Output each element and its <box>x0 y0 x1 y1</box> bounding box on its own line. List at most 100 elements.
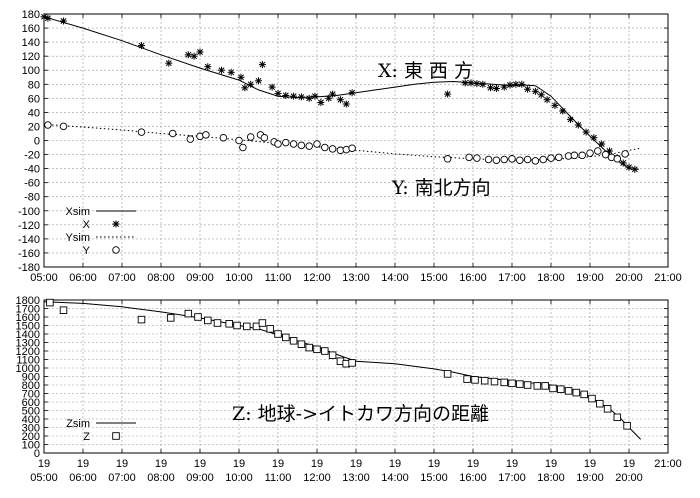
data-point-y <box>328 145 337 153</box>
data-point-x <box>590 134 598 142</box>
x-tick-label: 12:00 <box>303 272 331 284</box>
x-tick-label: 05:00 <box>30 272 58 284</box>
data-point-z <box>564 387 573 395</box>
legend-swatch <box>112 220 120 228</box>
y-tick-label: 1500 <box>16 321 40 333</box>
x-tick-date: 19 <box>38 458 50 470</box>
y-tick-label: 1300 <box>16 338 40 350</box>
data-point-z <box>348 359 356 367</box>
data-point-x <box>305 94 313 102</box>
data-point-y <box>570 151 579 160</box>
data-point-z <box>580 390 588 399</box>
data-point-y <box>531 157 540 165</box>
data-point-z <box>46 298 54 307</box>
x-tick-date: 19 <box>545 458 557 470</box>
data-point-z <box>225 320 233 328</box>
legend-swatch <box>112 432 120 440</box>
x-tick-time: 15:00 <box>420 472 448 484</box>
x-tick-label: 11:00 <box>265 272 292 284</box>
y-tick-label: -60 <box>24 178 40 190</box>
data-point-y <box>282 138 290 147</box>
data-point-z <box>274 330 282 338</box>
y-tick-label: 0 <box>34 448 40 460</box>
series-line-xsim <box>43 16 639 170</box>
data-point-y <box>168 129 177 138</box>
data-point-z <box>508 379 516 388</box>
data-point-y <box>305 142 313 150</box>
data-point-x <box>537 91 545 99</box>
x-tick-label: 15:00 <box>420 272 448 284</box>
x-tick-time: 06:00 <box>69 472 97 484</box>
data-point-x <box>551 101 559 109</box>
x-tick-date: 19 <box>428 458 440 470</box>
x-tick-label: 20:00 <box>615 272 643 284</box>
data-point-z <box>603 405 612 413</box>
x-tick-time: 08:00 <box>147 472 175 484</box>
y-tick-label: 1600 <box>16 312 40 324</box>
y-tick-label: 0 <box>34 136 40 148</box>
data-point-y <box>465 153 473 162</box>
x-tick-date: 19 <box>77 458 89 470</box>
legend-label: X <box>83 219 91 231</box>
data-point-y <box>586 149 594 157</box>
x-tick-label: 19 15:00 <box>420 458 448 484</box>
y-tick-label: 900 <box>22 372 40 384</box>
plot-frame <box>43 13 669 268</box>
data-point-x <box>196 48 204 56</box>
data-point-x <box>190 52 198 60</box>
x-tick-date: 19 <box>272 458 284 470</box>
y-tick-label: -100 <box>18 206 40 218</box>
data-point-x <box>218 66 225 74</box>
legend-label: Y <box>83 245 91 257</box>
data-point-y <box>313 140 321 148</box>
y-tick-label: -40 <box>24 164 40 176</box>
data-point-y <box>500 155 508 164</box>
x-tick-label: 19 13:00 <box>342 458 370 484</box>
data-point-x <box>165 59 173 67</box>
data-point-z <box>233 321 241 330</box>
data-point-x <box>518 80 526 88</box>
x-tick-label: 19 09:00 <box>186 458 214 484</box>
data-point-y <box>44 121 52 129</box>
axis-ticks: 180 160 140 120 100 80 60 40 20 0 -20 -40 -60 -80 -100… <box>18 9 682 284</box>
x-tick-date: 19 <box>389 458 401 470</box>
data-point-z <box>213 319 222 327</box>
data-point-x <box>461 79 469 87</box>
grid <box>43 13 669 268</box>
data-point-x <box>241 84 249 92</box>
y-tick-label: 20 <box>28 121 40 133</box>
y-tick-label: 120 <box>22 51 40 63</box>
data-point-x <box>531 87 539 95</box>
data-point-z <box>500 378 508 387</box>
x-tick-label: 14:00 <box>381 272 409 284</box>
y-tick-label: 160 <box>22 23 40 35</box>
data-point-z <box>443 370 452 378</box>
data-point-y <box>186 135 195 143</box>
data-point-y <box>235 136 243 145</box>
data-point-x <box>258 61 266 69</box>
annotation-z-distance: Z: 地球->イトカワ方向の距離 <box>232 403 489 425</box>
y-tick-label: 80 <box>28 79 40 91</box>
x-tick-label: 19 17:00 <box>498 458 526 484</box>
x-tick-date: 19 <box>623 458 635 470</box>
x-tick-time: 09:00 <box>186 472 214 484</box>
data-point-y <box>321 143 329 152</box>
y-tick-label: -140 <box>18 234 40 246</box>
data-point-x <box>479 80 487 88</box>
y-tick-label: 140 <box>22 37 40 49</box>
legend-label: Xsim <box>66 206 90 218</box>
series-z <box>46 298 631 430</box>
data-point-z <box>557 385 565 393</box>
data-point-x <box>60 17 67 25</box>
series-x <box>40 13 639 173</box>
data-point-x <box>268 83 276 91</box>
x-tick-label: 17:00 <box>498 272 526 284</box>
data-point-z <box>572 388 581 397</box>
x-tick-label: 06:00 <box>69 272 97 284</box>
data-point-x <box>487 84 494 92</box>
y-tick-label: -160 <box>18 248 40 260</box>
data-point-x <box>274 89 282 97</box>
data-point-y <box>484 155 493 164</box>
data-point-y <box>274 140 282 148</box>
